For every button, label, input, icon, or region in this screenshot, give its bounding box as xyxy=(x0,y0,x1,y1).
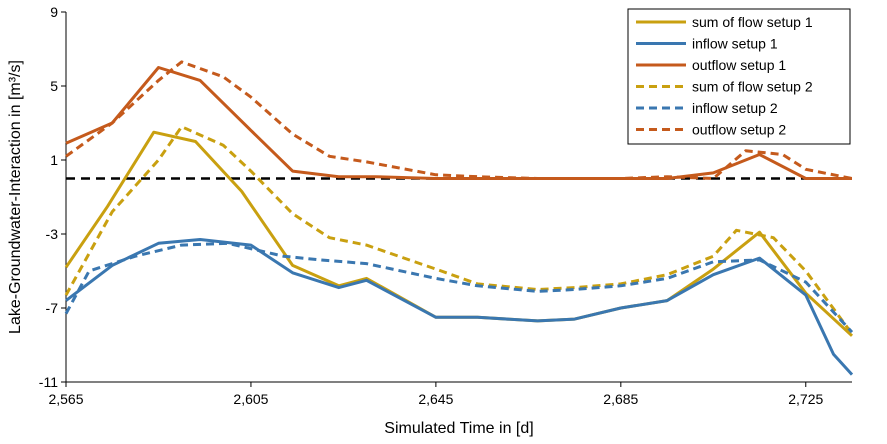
legend-box xyxy=(627,8,851,145)
x-tick-label: 2,605 xyxy=(233,391,268,407)
y-axis-title: Lake-Groundwater-Interaction in [m³/s] xyxy=(7,60,24,334)
x-axis-title: Simulated Time in [d] xyxy=(384,420,533,437)
y-tick-label: 1 xyxy=(50,152,58,168)
x-tick-label: 2,565 xyxy=(48,391,83,407)
legend: sum of flow setup 1 inflow setup 1 outflow… xyxy=(627,8,851,145)
legend-label: outflow setup 1 xyxy=(692,57,786,73)
series-line-6 xyxy=(65,60,853,180)
x-tick-label: 2,685 xyxy=(603,391,638,407)
series-line-1 xyxy=(64,130,854,337)
legend-label: sum of flow setup 1 xyxy=(692,14,813,30)
y-tick-label: -7 xyxy=(46,300,59,316)
legend-label: outflow setup 2 xyxy=(692,122,786,138)
x-tick-label: 2,645 xyxy=(418,391,453,407)
series-line-2 xyxy=(65,238,854,376)
legend-label: inflow setup 2 xyxy=(692,100,778,116)
series-line-4 xyxy=(64,125,854,335)
legend-label: sum of flow setup 2 xyxy=(692,79,813,95)
legend-label: inflow setup 1 xyxy=(692,36,778,52)
series-line-5 xyxy=(64,241,854,334)
y-tick-label: 9 xyxy=(50,4,58,20)
y-tick-label: -11 xyxy=(39,374,58,390)
y-tick-label: 5 xyxy=(50,78,58,94)
y-tick-label: -3 xyxy=(46,226,59,242)
x-tick-label: 2,725 xyxy=(788,391,823,407)
series-layer xyxy=(64,60,854,376)
axes: -11 -7 -3 1 5 9 2,565 2,605 2,645 2,685 2,725 xyxy=(39,4,852,407)
